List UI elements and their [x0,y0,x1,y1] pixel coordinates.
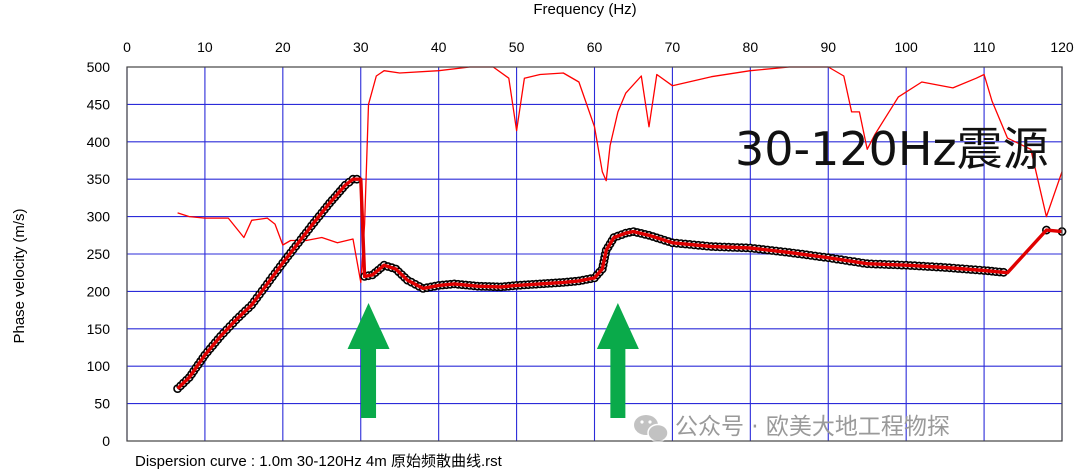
x-tick-label: 0 [123,39,131,55]
y-tick-label: 100 [87,358,111,374]
x-tick-label: 100 [894,39,918,55]
dispersion-line [176,177,1063,390]
x-tick-label: 30 [353,39,369,55]
plot-frame [126,66,1063,442]
y-tick-label: 450 [87,96,111,112]
x-tick-label: 80 [743,39,759,55]
up-arrow-icon [596,303,639,418]
x-tick-label: 70 [665,39,681,55]
dispersion-curve [173,174,1067,393]
y-tick-label: 250 [87,246,111,262]
y-tick-label: 350 [87,171,111,187]
arrows [347,303,639,418]
y-tick-label: 50 [94,396,110,412]
x-tick-label: 20 [275,39,291,55]
up-arrow-icon [347,303,390,418]
x-tick-label: 60 [587,39,603,55]
overlay-label: 30-120Hz震源 [735,122,1049,176]
x-tick-label: 90 [820,39,836,55]
watermark-text: 公众号 · 欧美大地工程物探 [675,414,950,440]
y-tick-label: 150 [87,321,111,337]
y-tick-label: 500 [87,59,111,75]
footer-caption: Dispersion curve : 1.0m 30-120Hz 4m 原始频散… [135,453,503,469]
y-tick-label: 400 [87,134,111,150]
x-tick-label: 110 [973,39,996,55]
y-axis-title: Phase velocity (m/s) [11,208,28,343]
wechat-icon [634,415,669,443]
x-tick-label: 120 [1050,39,1074,55]
y-tick-label: 0 [102,433,110,449]
x-axis-title: Frequency (Hz) [533,1,636,18]
y-tick-label: 200 [87,283,111,299]
x-tick-label: 10 [197,39,213,55]
tick-labels: 0 10 20 30 40 50 60 70 80 90 100 110 120 0 50 100 150 200… [87,39,1074,449]
watermark: 公众号 · 欧美大地工程物探 [634,414,950,443]
x-tick-label: 40 [431,39,447,55]
y-tick-label: 300 [87,209,111,225]
x-tick-label: 50 [509,39,525,55]
